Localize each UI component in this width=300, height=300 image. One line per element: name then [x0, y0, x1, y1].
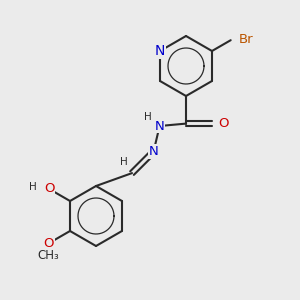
- Text: N: N: [155, 44, 165, 58]
- Text: H: H: [144, 112, 152, 122]
- Text: N: N: [149, 145, 158, 158]
- Text: O: O: [218, 117, 229, 130]
- Text: H: H: [29, 182, 37, 193]
- Text: N: N: [155, 119, 164, 133]
- Text: CH₃: CH₃: [38, 249, 60, 262]
- Text: O: O: [44, 182, 55, 196]
- Text: H: H: [120, 157, 128, 167]
- Text: Br: Br: [239, 33, 254, 46]
- Text: O: O: [44, 237, 54, 250]
